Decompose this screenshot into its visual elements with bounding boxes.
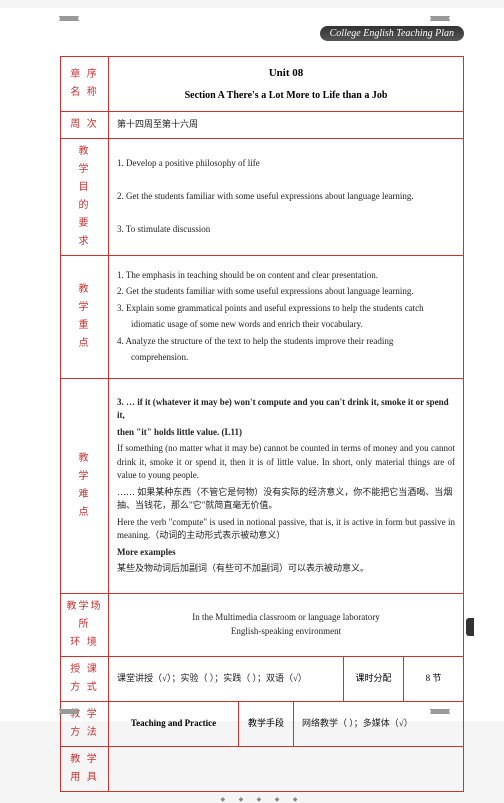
- keypoint-item: 2. Get the students familiar with some u…: [117, 285, 455, 299]
- footer-ornament: ◆ ◆ ◆ ◆ ◆: [60, 796, 464, 803]
- section-title: Section A There's a Lot More to Life tha…: [117, 88, 455, 103]
- page: College English Teaching Plan 章 序名 称 Uni…: [0, 8, 504, 721]
- label-time-alloc: 课时分配: [344, 656, 404, 701]
- objective-item: 3. To stimulate discussion: [117, 223, 455, 237]
- keypoint-item: 1. The emphasis in teaching should be on…: [117, 269, 455, 283]
- teach-method-cell: 课堂讲授（√）；实验（ ）；实践（ ）；双语（√）: [109, 656, 344, 701]
- keypoint-item: comprehension.: [117, 351, 455, 365]
- diff-cn: 某些及物动词后加副词（有些可不加副词）可以表示被动意义。: [117, 562, 455, 576]
- keypoint-item: 4. Analyze the structure of the text to …: [117, 335, 455, 349]
- difficulties-cell: 3. … if it (whatever it may be) won't co…: [109, 378, 464, 593]
- time-value: 8 节: [404, 656, 464, 701]
- lesson-plan-table: 章 序名 称 Unit 08 Section A There's a Lot M…: [60, 56, 464, 792]
- label-venue: 教学场所环 境: [61, 593, 109, 656]
- top-ornament: [60, 16, 449, 20]
- tools-cell: [109, 746, 464, 791]
- objectives-cell: 1. Develop a positive philosophy of life…: [109, 138, 464, 255]
- diff-cn: …… 如果某种东西（不管它是何物）没有实际的经济意义，你不能把它当酒喝、当烟抽、…: [117, 486, 455, 513]
- label-tools: 教 学用 具: [61, 746, 109, 791]
- bottom-ornament: [60, 709, 449, 713]
- label-keypoints: 教学重点: [61, 255, 109, 378]
- label-method: 教 学方 法: [61, 701, 109, 746]
- label-means: 教学手段: [239, 701, 294, 746]
- label-chapter: 章 序名 称: [61, 57, 109, 112]
- page-tab: [466, 618, 474, 636]
- label-objectives: 教学目的要求: [61, 138, 109, 255]
- week-value: 第十四周至第十六周: [109, 111, 464, 138]
- diff-line: 3. … if it (whatever it may be) won't co…: [117, 396, 455, 423]
- method-cell: Teaching and Practice: [109, 701, 239, 746]
- keypoints-cell: 1. The emphasis in teaching should be on…: [109, 255, 464, 378]
- label-difficulties: 教学难点: [61, 378, 109, 593]
- venue-cell: In the Multimedia classroom or language …: [109, 593, 464, 656]
- objective-item: 1. Develop a positive philosophy of life: [117, 157, 455, 171]
- means-cell: 网络教学（ ）；多媒体（√）: [294, 701, 464, 746]
- diff-line: then "it" holds little value. (L11): [117, 426, 455, 440]
- label-week: 周 次: [61, 111, 109, 138]
- keypoint-item: 3. Explain some grammatical points and u…: [117, 302, 455, 316]
- diff-para: Here the verb "compute" is used in notio…: [117, 516, 455, 543]
- title-cell: Unit 08 Section A There's a Lot More to …: [109, 57, 464, 112]
- diff-para: If something (no matter what it may be) …: [117, 442, 455, 483]
- header-label: College English Teaching Plan: [320, 26, 464, 41]
- unit-title: Unit 08: [117, 65, 455, 82]
- label-teach-method: 授 课方 式: [61, 656, 109, 701]
- objective-item: 2. Get the students familiar with some u…: [117, 190, 455, 204]
- keypoint-item: idiomatic usage of some new words and en…: [117, 318, 455, 332]
- more-examples: More examples: [117, 546, 455, 560]
